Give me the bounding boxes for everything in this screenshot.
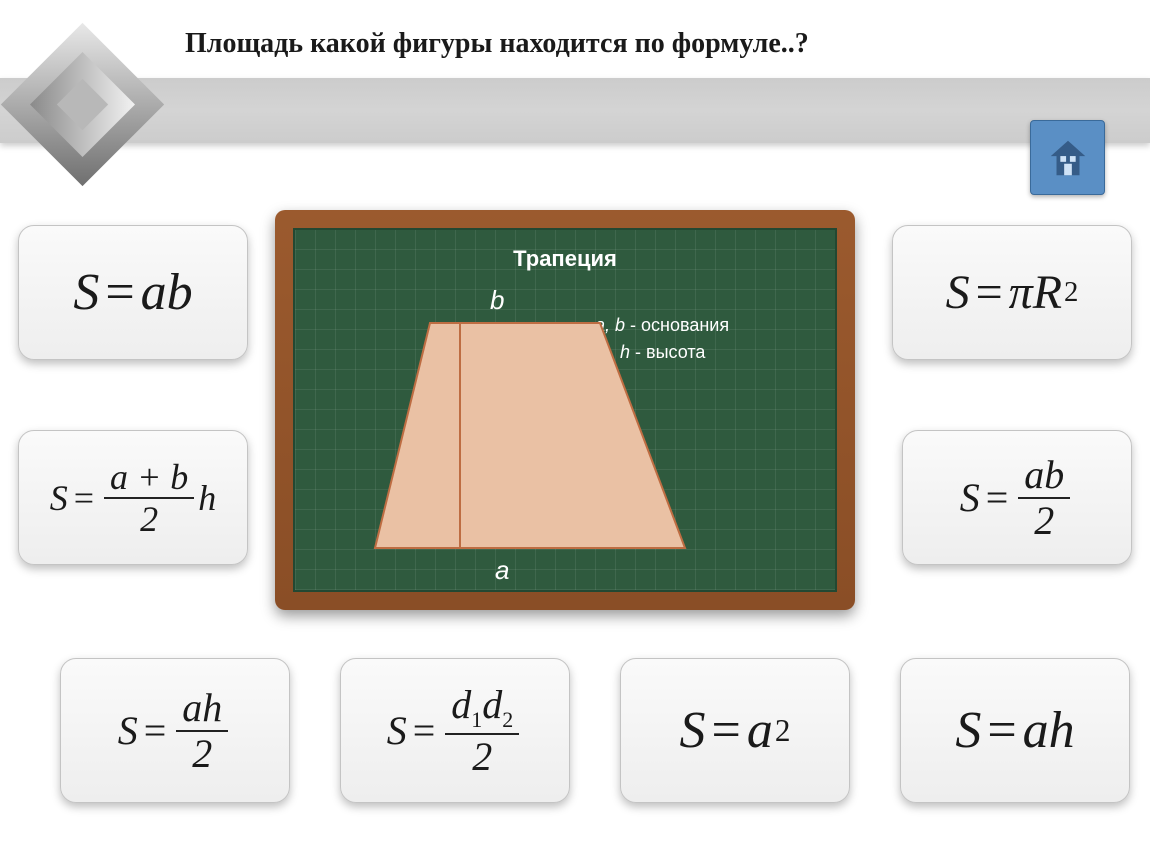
formula-text: S=ab — [73, 263, 192, 322]
question-text: Площадь какой фигуры находится по формул… — [185, 28, 809, 60]
formula-card-ab-over-2[interactable]: S=ab2 — [902, 430, 1132, 565]
formula-text: S=a + b2h — [50, 459, 217, 537]
header-bar — [0, 78, 1150, 143]
formula-text: S=a2 — [680, 701, 791, 760]
formula-text: S=ah — [955, 701, 1074, 760]
decorative-logo — [0, 22, 165, 187]
formula-text: S=ab2 — [960, 455, 1075, 541]
shape-title: Трапеция — [513, 246, 617, 272]
chalkboard: Трапеция a, b - основания h - высота b h… — [293, 228, 837, 592]
formula-card-trapezoid[interactable]: S=a + b2h — [18, 430, 248, 565]
home-icon — [1045, 135, 1091, 181]
formula-card-a-squared[interactable]: S=a2 — [620, 658, 850, 803]
home-button[interactable] — [1030, 120, 1105, 195]
formula-card-S-ab[interactable]: S=ab — [18, 225, 248, 360]
formula-text: S=πR2 — [946, 265, 1079, 320]
formula-text: S=ah2 — [118, 688, 233, 774]
chalkboard-frame: Трапеция a, b - основания h - высота b h… — [275, 210, 855, 610]
formula-card-d1d2-over-2[interactable]: S=d1d22 — [340, 658, 570, 803]
formula-text: S=d1d22 — [387, 685, 524, 777]
trap-label-b: b — [490, 285, 504, 316]
formula-card-ah[interactable]: S=ah — [900, 658, 1130, 803]
trapezoid-shape — [325, 318, 745, 553]
formula-card-ah-over-2[interactable]: S=ah2 — [60, 658, 290, 803]
trap-label-a: a — [495, 555, 509, 586]
formula-card-circle[interactable]: S=πR2 — [892, 225, 1132, 360]
